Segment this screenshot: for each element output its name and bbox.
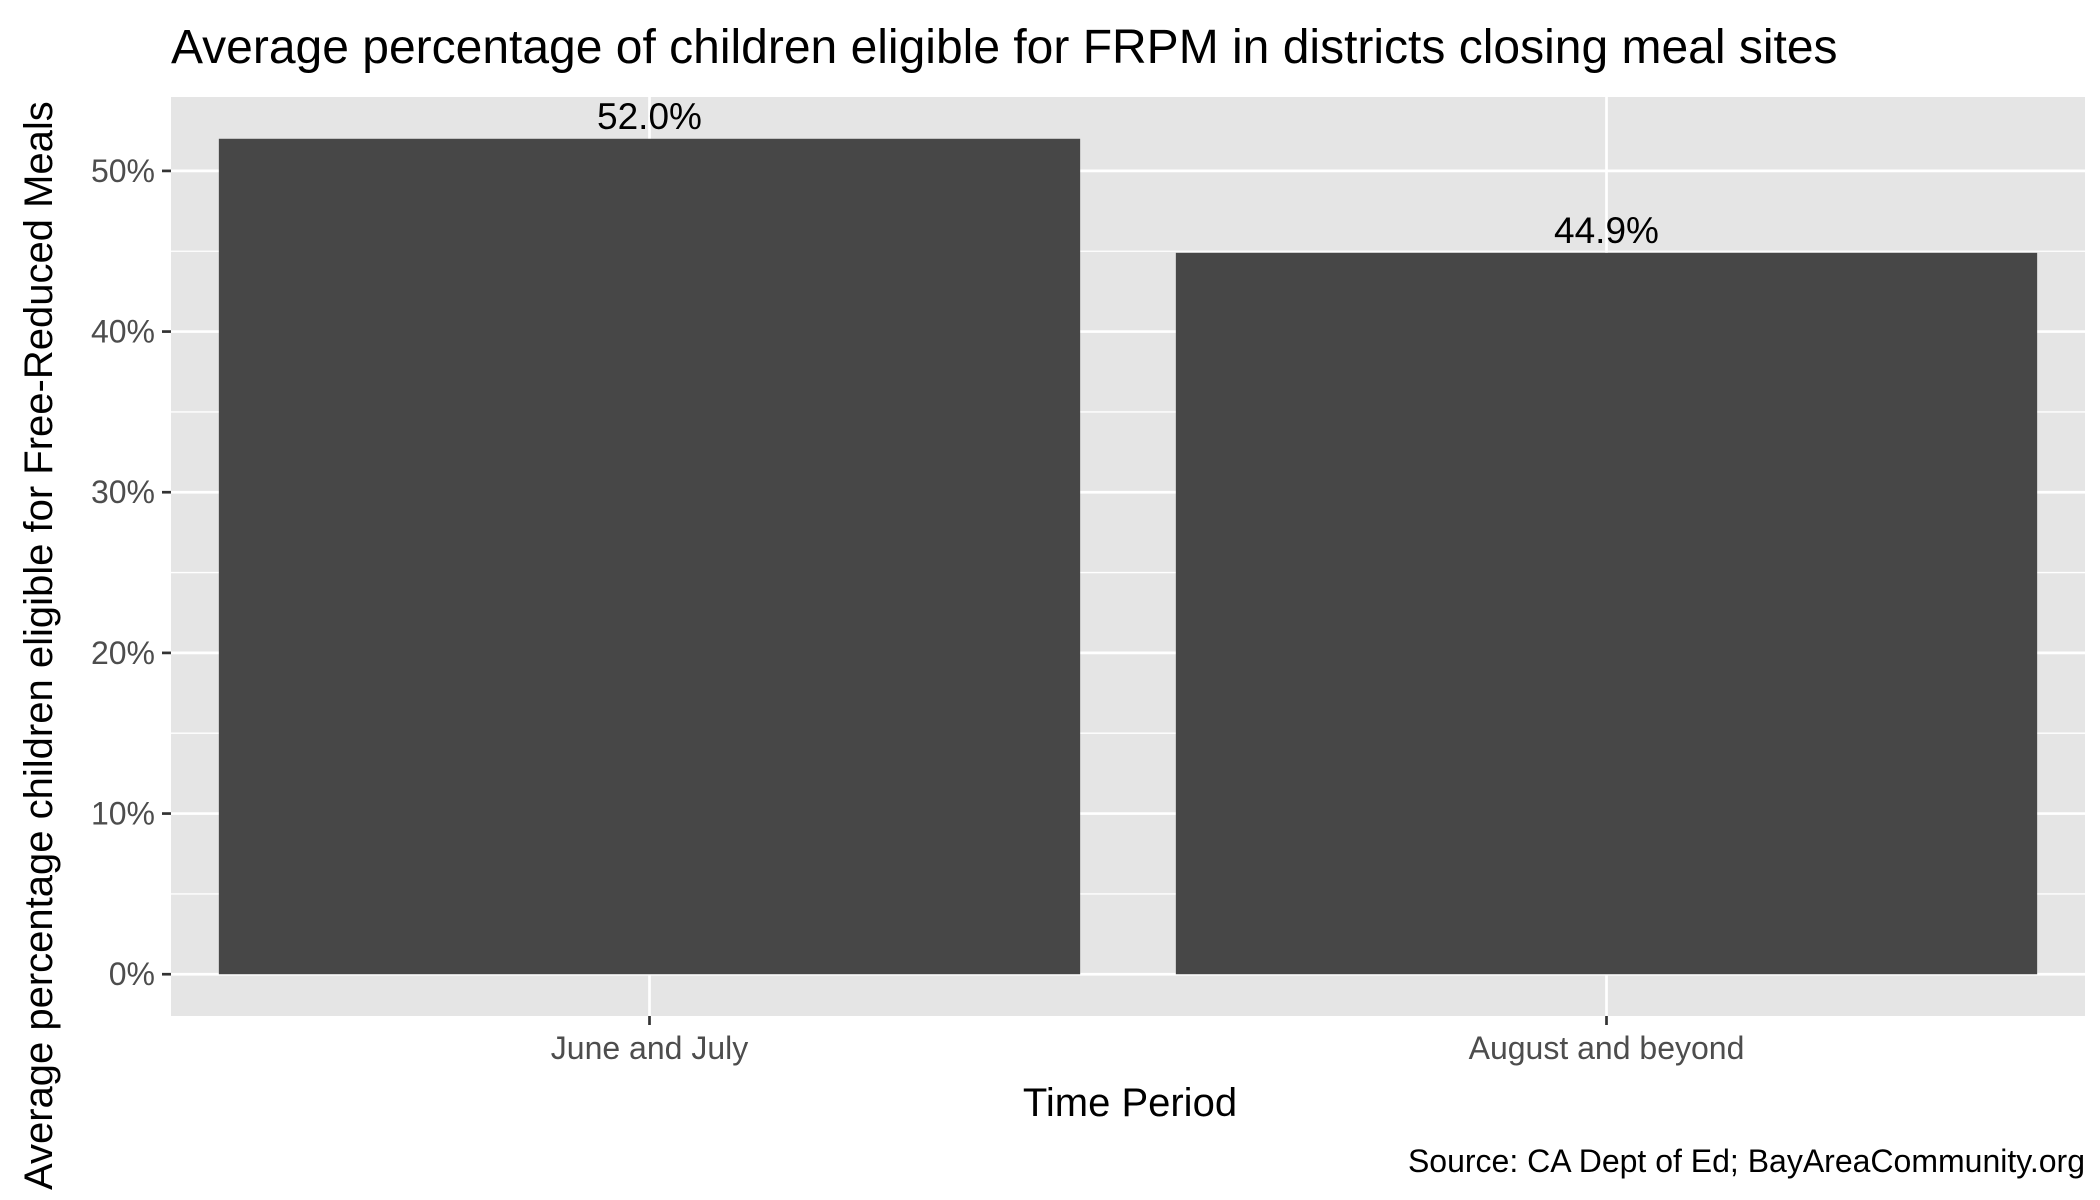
y-tick-label: 10% bbox=[91, 796, 155, 832]
bar bbox=[1175, 252, 2038, 975]
y-tick-label: 0% bbox=[109, 956, 155, 992]
x-axis: June and July August and beyond bbox=[551, 1016, 1745, 1066]
x-tick-label: June and July bbox=[551, 1030, 748, 1066]
x-axis-title: Time Period bbox=[1023, 1081, 1237, 1125]
y-tick-label: 50% bbox=[91, 153, 155, 189]
bar-value-labels: 52.0% 44.9% bbox=[597, 96, 1659, 251]
x-tick-label: August and beyond bbox=[1469, 1030, 1745, 1066]
y-axis: 0% 10% 20% 30% 40% 50% bbox=[91, 153, 171, 992]
source-caption: Source: CA Dept of Ed; BayAreaCommunity.… bbox=[1408, 1143, 2085, 1179]
chart-title: Average percentage of children eligible … bbox=[171, 21, 1838, 74]
bar-value-label: 44.9% bbox=[1554, 210, 1659, 251]
bar-value-label: 52.0% bbox=[597, 96, 702, 137]
bars bbox=[218, 138, 2038, 975]
y-axis-title: Average percentage children eligible for… bbox=[17, 101, 61, 1190]
y-tick-label: 30% bbox=[91, 474, 155, 510]
bar bbox=[218, 138, 1081, 975]
y-tick-label: 20% bbox=[91, 635, 155, 671]
y-tick-label: 40% bbox=[91, 314, 155, 350]
